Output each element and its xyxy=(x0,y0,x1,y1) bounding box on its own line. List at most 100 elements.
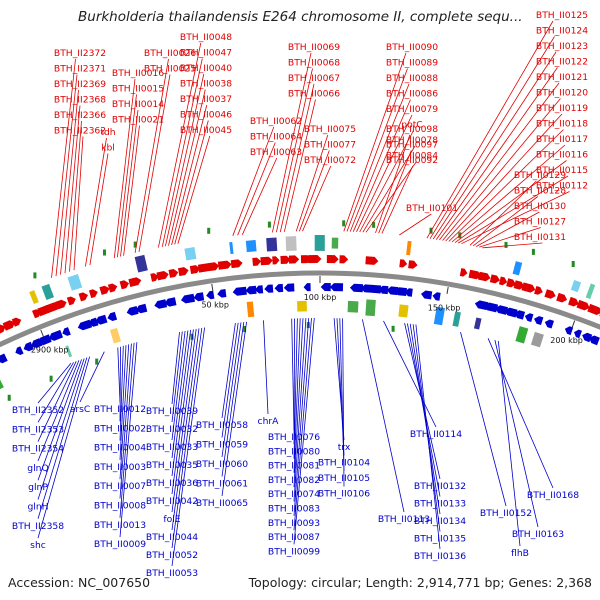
reverse-leader-line xyxy=(415,324,441,550)
feature-block xyxy=(297,300,307,312)
forward-leader-line xyxy=(64,105,81,274)
rna-marker xyxy=(33,272,37,279)
reverse-gene-label: BTH_II0058 xyxy=(196,420,248,431)
reverse-gene-arrow xyxy=(264,284,274,293)
forward-leader-line xyxy=(161,58,203,247)
forward-leader-line xyxy=(469,180,537,246)
rna-marker xyxy=(531,248,535,255)
reverse-gene-arrow xyxy=(432,292,441,301)
reverse-gene-label: BTH_II0133 xyxy=(414,499,466,510)
forward-gene-label: BTH_II0069 xyxy=(288,42,340,53)
reverse-gene-label: BTH_II0032 xyxy=(146,424,198,435)
reverse-gene-arrow xyxy=(23,341,34,352)
forward-gene-label: BTH_II0037 xyxy=(180,94,232,105)
forward-gene-arrow xyxy=(272,256,280,265)
feature-block xyxy=(65,345,73,358)
reverse-gene-label: BTH_II0009 xyxy=(94,539,146,550)
reverse-gene-arrow xyxy=(589,335,600,346)
forward-gene-label: BTH_II0062 xyxy=(250,116,302,127)
forward-leader-line xyxy=(356,114,413,232)
forward-gene-arrow xyxy=(66,296,76,306)
reverse-leader-line xyxy=(293,318,310,516)
forward-leader-line xyxy=(442,98,561,241)
reverse-gene-label: BTH_II0053 xyxy=(146,568,198,579)
reverse-gene-label: BTH_II0134 xyxy=(414,516,466,527)
reverse-gene-arrow xyxy=(126,306,139,316)
feature-block xyxy=(314,235,325,251)
reverse-leader-line xyxy=(221,322,242,458)
forward-gene-label: BTH_II0046 xyxy=(180,110,232,121)
reverse-gene-label: BTH_II0004 xyxy=(94,443,146,454)
forward-gene-label: BTH_II2371 xyxy=(54,64,106,75)
forward-gene-arrow xyxy=(230,259,243,269)
feature-block xyxy=(266,237,278,252)
reverse-leader-line xyxy=(171,329,194,495)
forward-gene-arrow xyxy=(119,280,129,290)
rna-marker xyxy=(207,227,211,234)
reverse-leader-line xyxy=(119,342,135,518)
forward-gene-label: BTH_II0117 xyxy=(536,134,588,145)
reverse-leader-line xyxy=(221,323,236,419)
forward-gene-label: BTH_II0084 xyxy=(386,151,438,162)
forward-gene-arrow xyxy=(544,289,556,299)
reverse-gene-arrow xyxy=(181,293,195,304)
forward-gene-label: BTH_II0079 xyxy=(386,104,438,115)
reverse-gene-arrow xyxy=(154,299,168,309)
forward-gene-arrow xyxy=(55,299,67,310)
forward-leader-line xyxy=(365,161,417,233)
reverse-leader-line xyxy=(293,318,304,488)
reverse-gene-label: BTH_II0060 xyxy=(196,459,248,470)
reverse-gene-label: BTH_II0152 xyxy=(480,508,532,519)
reverse-gene-label: BTH_II0168 xyxy=(527,490,579,501)
forward-gene-arrow xyxy=(506,278,516,288)
forward-gene-arrow xyxy=(408,260,418,269)
reverse-gene-label: BTH_II0106 xyxy=(318,489,370,500)
forward-leader-line xyxy=(138,74,171,252)
reverse-gene-arrow xyxy=(15,346,24,355)
forward-leader-line xyxy=(276,68,313,233)
forward-leader-line xyxy=(168,89,206,246)
forward-gene-arrow xyxy=(288,255,300,264)
reverse-gene-label: BTH_II0135 xyxy=(414,534,466,545)
forward-leader-line xyxy=(378,150,412,234)
forward-gene-arrow xyxy=(339,255,349,264)
reverse-gene-label: BTH_II0035 xyxy=(146,460,198,471)
forward-gene-label: BTH_II0120 xyxy=(536,88,588,99)
reverse-leader-line xyxy=(79,351,105,403)
forward-leader-line xyxy=(165,73,205,247)
reverse-leader-line xyxy=(119,342,138,538)
forward-gene-label: BTH_II0123 xyxy=(536,41,588,52)
forward-gene-label: BTH_II0116 xyxy=(536,150,588,161)
forward-leader-line xyxy=(174,120,209,245)
forward-gene-label: BTH_II0128 xyxy=(514,186,566,197)
forward-gene-arrow xyxy=(568,296,579,307)
reverse-gene-arrow xyxy=(48,329,63,341)
forward-gene-label: tdh xyxy=(100,127,115,138)
feature-block xyxy=(406,240,412,256)
forward-gene-label: BTH_II0086 xyxy=(386,89,438,100)
forward-leader-line xyxy=(232,126,275,236)
feature-block xyxy=(433,306,445,326)
forward-leader-line xyxy=(89,153,109,266)
feature-block xyxy=(365,299,376,317)
feature-block xyxy=(67,274,83,291)
forward-gene-label: BTH_II0118 xyxy=(536,119,588,130)
forward-gene-label: BTH_II0124 xyxy=(536,26,588,37)
forward-leader-line xyxy=(399,213,432,236)
reverse-leader-line xyxy=(37,357,88,519)
forward-gene-label: BTH_II0101 xyxy=(406,203,458,214)
forward-gene-arrow xyxy=(252,257,262,266)
reverse-gene-arrow xyxy=(88,317,99,327)
forward-gene-label: BTH_II0112 xyxy=(536,181,588,192)
reverse-gene-label: BTH_II0083 xyxy=(268,504,320,515)
forward-leader-line xyxy=(346,68,408,232)
forward-gene-arrow xyxy=(587,303,600,315)
reverse-gene-arrow xyxy=(193,292,205,302)
reverse-leader-line xyxy=(497,340,521,547)
feature-block xyxy=(530,331,544,348)
reverse-leader-line xyxy=(119,346,121,422)
rna-marker xyxy=(7,394,11,401)
feature-block xyxy=(184,247,197,261)
feature-block xyxy=(398,304,409,318)
forward-gene-arrow xyxy=(280,255,291,264)
